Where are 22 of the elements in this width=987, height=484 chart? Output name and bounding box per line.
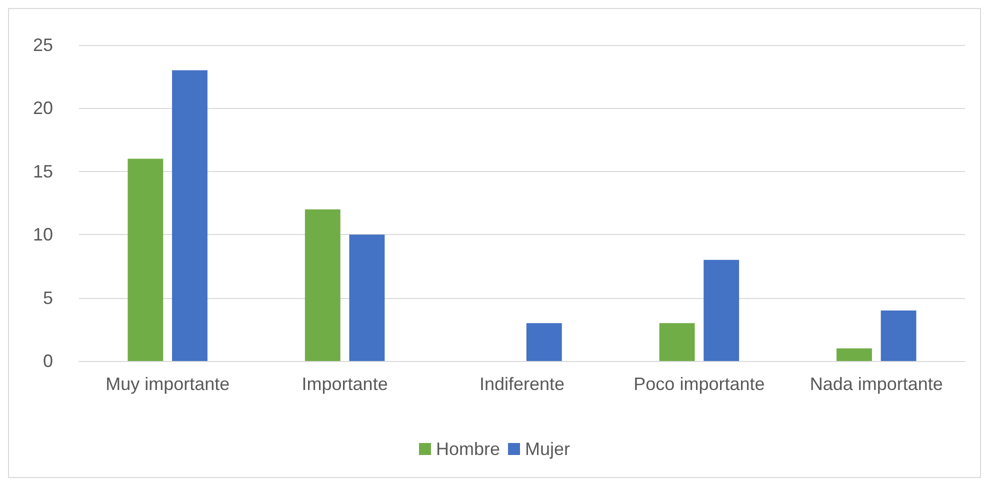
x-tick-label: Muy importante	[106, 374, 230, 394]
y-tick-label: 15	[32, 161, 53, 182]
y-tick-label: 5	[42, 288, 53, 308]
legend-label: Mujer	[525, 439, 570, 459]
y-tick-label: 10	[32, 224, 53, 245]
bar	[128, 158, 164, 361]
y-tick-label: 25	[32, 35, 53, 55]
x-tick-label: Importante	[302, 374, 388, 394]
x-tick-label: Indiferente	[479, 374, 565, 394]
bar	[172, 70, 208, 361]
legend-label: Hombre	[436, 439, 500, 459]
bar	[349, 234, 385, 361]
x-tick-label: Nada importante	[810, 374, 943, 394]
bar	[526, 323, 562, 361]
bar	[836, 348, 872, 361]
bar	[659, 323, 695, 361]
bar	[304, 209, 340, 361]
bar	[704, 260, 740, 361]
y-tick-label: 20	[32, 98, 53, 118]
x-tick-label: Poco importante	[634, 374, 765, 394]
bar	[880, 310, 916, 361]
y-tick-label: 0	[42, 351, 53, 371]
